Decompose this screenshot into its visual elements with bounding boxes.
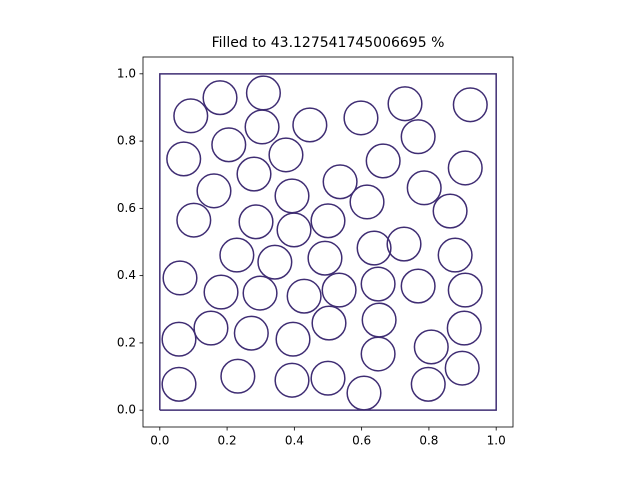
y-tick-label: 0.6 — [117, 201, 136, 215]
circle — [400, 268, 436, 304]
circle — [203, 274, 239, 310]
circle — [276, 212, 312, 248]
circle — [162, 260, 198, 296]
circle — [410, 366, 446, 402]
circle — [176, 202, 212, 238]
circle — [211, 127, 247, 163]
circle — [238, 204, 274, 240]
circle — [356, 230, 392, 266]
circle — [161, 366, 197, 402]
circle — [268, 137, 304, 173]
circle — [193, 310, 229, 346]
circle — [452, 87, 488, 123]
boundary — [159, 73, 497, 411]
circle — [447, 272, 483, 308]
circle — [219, 237, 255, 273]
circle — [161, 321, 197, 357]
circle — [244, 109, 280, 145]
x-tick-label: 1.0 — [487, 434, 506, 448]
circle — [386, 226, 422, 262]
circle — [360, 266, 396, 302]
circle — [275, 321, 311, 357]
circle — [321, 272, 357, 308]
x-tick-label: 0.0 — [150, 434, 169, 448]
chart-title: Filled to 43.127541745006695 % — [212, 35, 445, 51]
circle — [447, 150, 483, 186]
circle — [432, 193, 468, 229]
y-tick-label: 0.2 — [117, 335, 136, 349]
circle — [242, 275, 278, 311]
circle — [220, 358, 256, 394]
circle — [233, 315, 269, 351]
circle — [202, 80, 238, 116]
circle — [166, 141, 202, 177]
circle — [406, 170, 442, 206]
x-tick-label: 0.8 — [419, 434, 438, 448]
y-tick-label: 1.0 — [117, 66, 136, 80]
circle — [343, 100, 379, 136]
circle — [322, 164, 358, 200]
circle — [310, 360, 346, 396]
circle — [346, 375, 382, 411]
y-tick-label: 0.4 — [117, 268, 136, 282]
circle — [257, 244, 293, 280]
circle — [196, 173, 232, 209]
circle — [173, 98, 209, 134]
circle — [365, 143, 401, 179]
y-tick-label: 0.0 — [117, 403, 136, 417]
circle — [307, 240, 343, 276]
x-tick-label: 0.2 — [218, 434, 237, 448]
circle — [437, 237, 473, 273]
circle — [444, 350, 480, 386]
x-tick-label: 0.6 — [352, 434, 371, 448]
circle — [400, 119, 436, 155]
circle — [274, 362, 310, 398]
circle — [286, 278, 322, 314]
axes-frame — [142, 56, 514, 428]
y-tick-label: 0.8 — [117, 134, 136, 148]
circle — [311, 305, 347, 341]
circle — [292, 107, 328, 143]
circle — [349, 184, 385, 220]
circle — [413, 329, 449, 365]
x-tick-label: 0.4 — [285, 434, 304, 448]
circle — [360, 336, 396, 372]
circle — [387, 86, 423, 122]
circle — [310, 203, 346, 239]
circle — [236, 156, 272, 192]
circle — [446, 310, 482, 346]
